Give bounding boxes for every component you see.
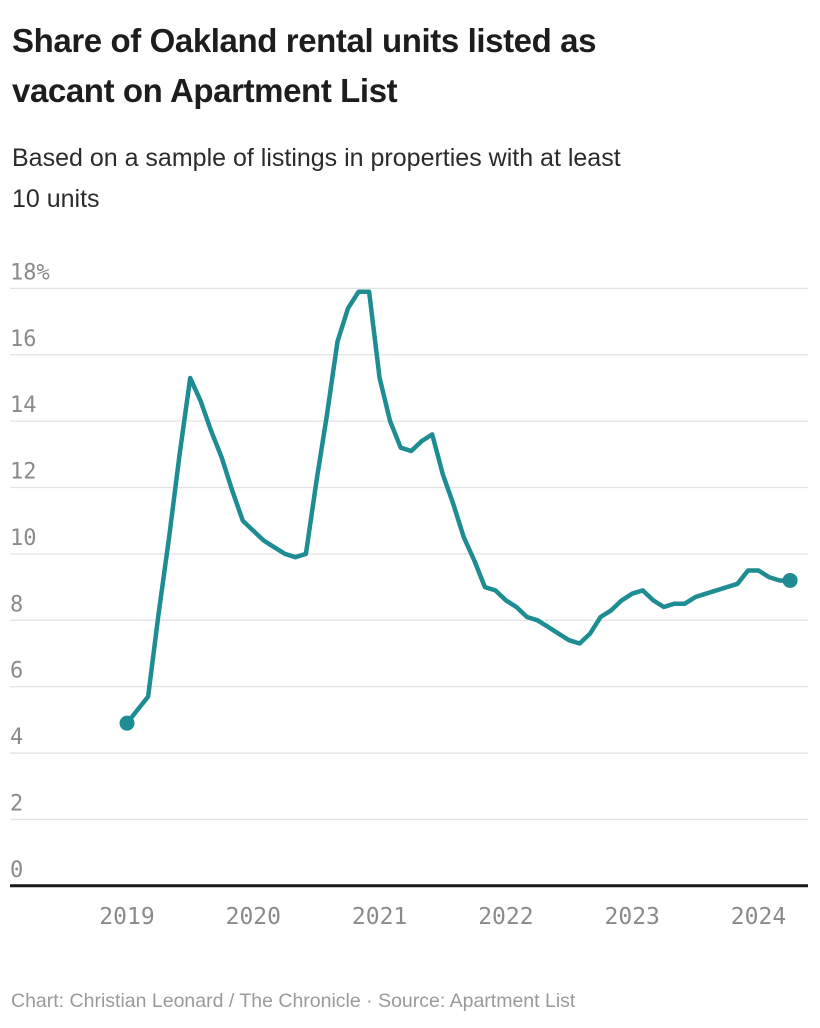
y-tick-label: 10 — [10, 526, 37, 551]
y-tick-label: 6 — [10, 659, 23, 684]
y-tick-label: 0 — [10, 858, 23, 883]
series-endpoint-dot — [119, 715, 135, 731]
x-tick-label: 2023 — [605, 904, 660, 930]
y-tick-label: 4 — [10, 725, 23, 750]
y-tick-label: 18% — [10, 260, 50, 285]
chart-title: Share of Oakland rental units listed as … — [12, 22, 597, 109]
y-tick-label: 16 — [10, 327, 37, 352]
x-tick-label: 2021 — [352, 904, 407, 930]
x-tick-label: 2020 — [226, 904, 281, 930]
y-tick-label: 12 — [10, 460, 37, 485]
y-tick-label: 8 — [10, 592, 23, 617]
series-endpoint-dot — [782, 572, 798, 588]
chart-subtitle: Based on a sample of listings in propert… — [12, 144, 621, 213]
x-tick-label: 2019 — [99, 904, 154, 930]
vacancy-share-line — [124, 289, 793, 726]
y-tick-label: 2 — [10, 791, 23, 816]
x-tick-label: 2022 — [478, 904, 533, 930]
y-tick-label: 14 — [10, 393, 37, 418]
x-tick-label: 2024 — [731, 904, 786, 930]
chart-credit: Chart: Christian Leonard / The Chronicle… — [11, 990, 576, 1012]
